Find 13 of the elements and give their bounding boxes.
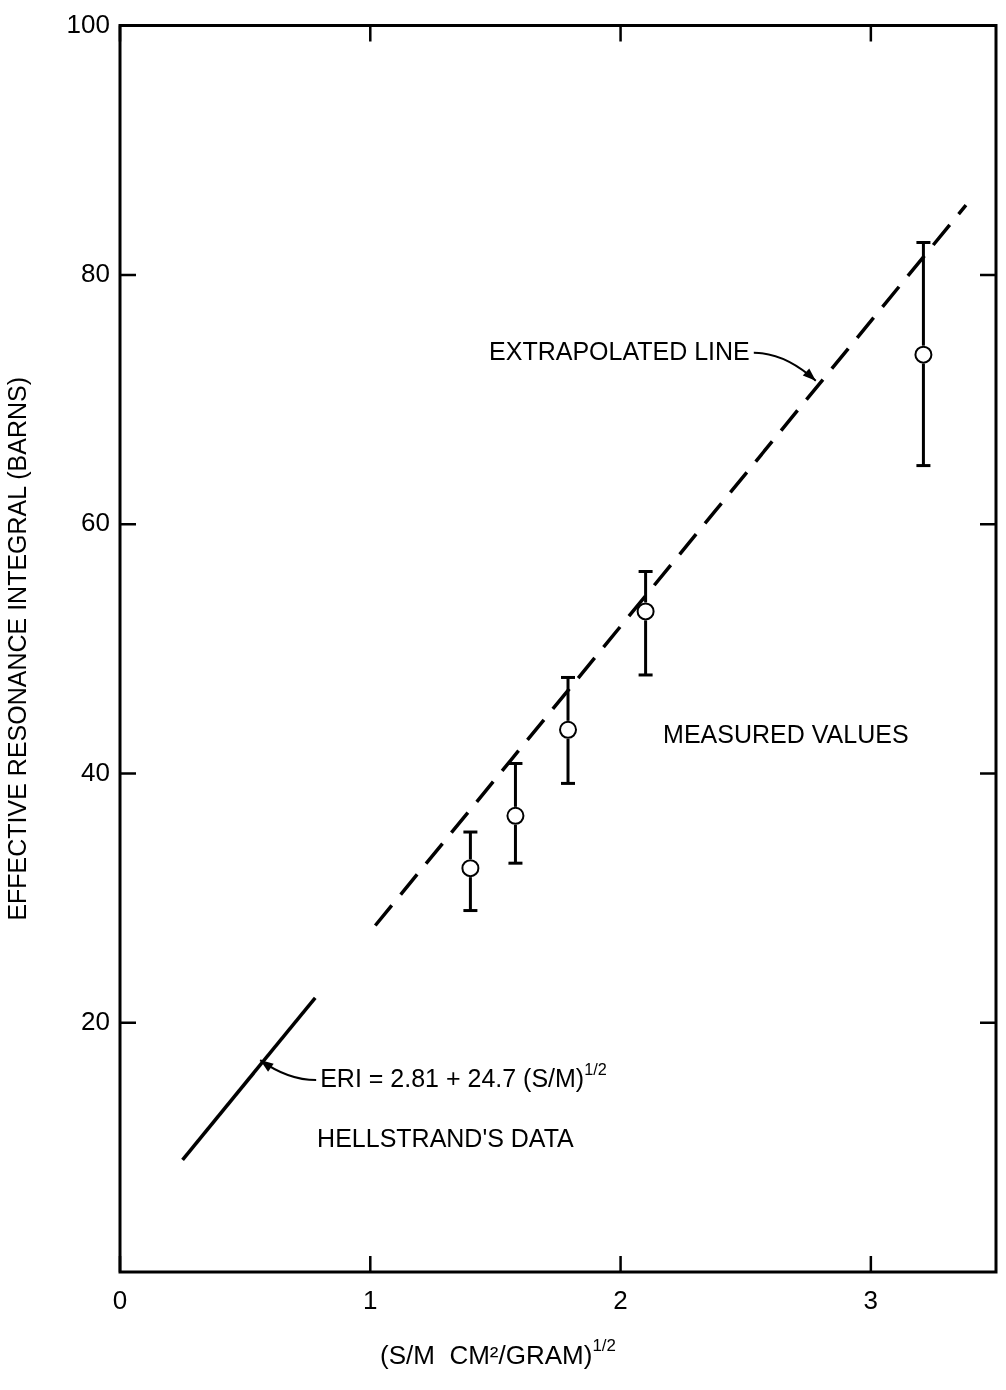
annotation: EXTRAPOLATED LINE	[489, 336, 750, 365]
y-tick-label: 60	[81, 507, 110, 538]
y-tick-label: 80	[81, 258, 110, 289]
x-tick-label: 0	[112, 1284, 128, 1315]
x-tick-label: 3	[863, 1284, 879, 1315]
y-axis-title: EFFECTIVE RESONANCE INTEGRAL (BARNS)	[2, 377, 31, 921]
x-tick-label: 1	[363, 1284, 378, 1315]
y-tick-label: 20	[81, 1005, 110, 1036]
annotation: HELLSTRAND'S DATA	[317, 1123, 575, 1152]
annotation: MEASURED VALUES	[663, 719, 909, 748]
y-tick-label: 100	[66, 8, 110, 39]
y-tick-label: 40	[81, 756, 110, 787]
x-tick-label: 2	[613, 1284, 628, 1315]
